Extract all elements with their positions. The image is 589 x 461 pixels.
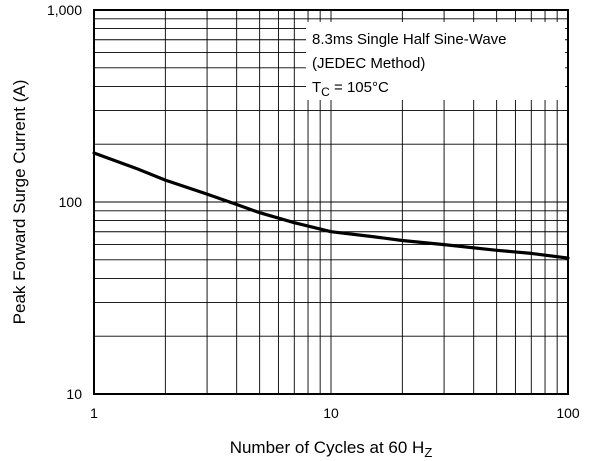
- x-axis-title: Number of Cycles at 60 HZ: [230, 438, 433, 460]
- x-tick-label: 100: [556, 405, 580, 421]
- test-condition-annotation: 8.3ms Single Half Sine-Wave (JEDEC Metho…: [306, 22, 565, 100]
- y-tick-label: 1,000: [47, 2, 82, 18]
- x-axis-title-main: Number of Cycles at 60 H: [230, 438, 425, 457]
- annotation-line-3-rest: = 105°C: [330, 79, 389, 96]
- annotation-background: [306, 22, 565, 100]
- x-tick-labels: 1 10 100: [90, 405, 580, 421]
- y-axis-title: Peak Forward Surge Current (A): [10, 80, 29, 325]
- y-tick-label: 10: [66, 386, 82, 402]
- plot-frame: [93, 9, 569, 395]
- annotation-line-1: 8.3ms Single Half Sine-Wave: [312, 31, 507, 48]
- surge-current-curve: [92, 151, 570, 260]
- annotation-line-2: (JEDEC Method): [312, 55, 425, 72]
- y-tick-labels: 10 100 1,000: [47, 2, 82, 402]
- x-tick-label: 10: [323, 405, 339, 421]
- series-layer: [92, 151, 570, 260]
- annotation-line-3-main: T: [312, 79, 321, 96]
- x-axis-title-subscript: Z: [424, 445, 432, 460]
- x-tick-label: 1: [90, 405, 98, 421]
- annotation-line-3: TC = 105°C: [312, 79, 389, 99]
- annotation-line-3-subscript: C: [321, 85, 330, 99]
- y-tick-label: 100: [59, 194, 83, 210]
